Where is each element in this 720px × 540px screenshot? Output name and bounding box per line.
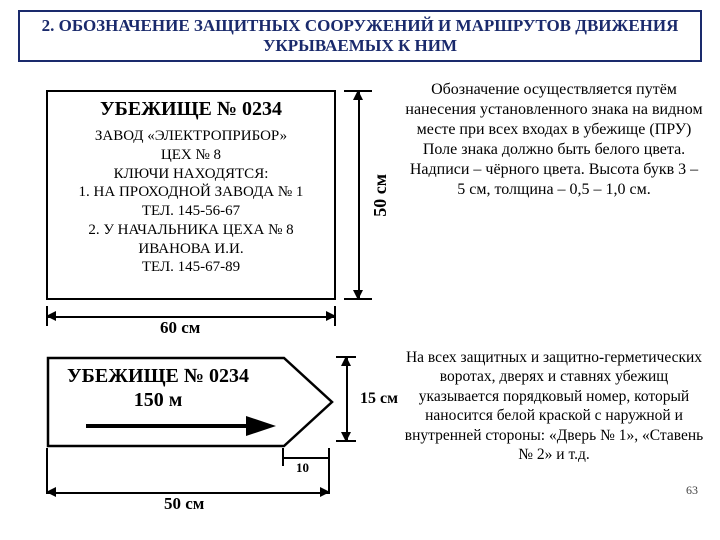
dimension-label: 50 см [370, 174, 391, 217]
sign1-line: ЗАВОД «ЭЛЕКТРОПРИБОР» [54, 127, 328, 146]
sign1-line: ИВАНОВА И.И. [54, 240, 328, 259]
direction-sign-line2: 150 м [58, 388, 258, 412]
section-title-line2: УКРЫВАЕМЫХ К НИМ [26, 36, 694, 56]
sign1-line: ТЕЛ. 145-67-89 [54, 258, 328, 277]
section-title-line1: 2. ОБОЗНАЧЕНИЕ ЗАЩИТНЫХ СООРУЖЕНИЙ И МАР… [26, 16, 694, 36]
direction-sign-group: УБЕЖИЩЕ № 0234 150 м 15 см 10 50 см [20, 350, 390, 520]
direction-sign-text: УБЕЖИЩЕ № 0234 150 м [58, 364, 258, 412]
shelter-sign: УБЕЖИЩЕ № 0234 ЗАВОД «ЭЛЕКТРОПРИБОР» ЦЕХ… [46, 90, 336, 300]
dimension-horizontal-10: 10 [282, 448, 330, 478]
section-title-box: 2. ОБОЗНАЧЕНИЕ ЗАЩИТНЫХ СООРУЖЕНИЙ И МАР… [18, 10, 702, 62]
shelter-sign-group: УБЕЖИЩЕ № 0234 ЗАВОД «ЭЛЕКТРОПРИБОР» ЦЕХ… [20, 80, 370, 340]
dimension-label: 50 см [160, 494, 208, 514]
sign1-line: КЛЮЧИ НАХОДЯТСЯ: [54, 165, 328, 184]
sign1-line: 2. У НАЧАЛЬНИКА ЦЕХА № 8 [54, 221, 328, 240]
shelter-sign-body: ЗАВОД «ЭЛЕКТРОПРИБОР» ЦЕХ № 8 КЛЮЧИ НАХО… [54, 127, 328, 277]
sign1-line: 1. НА ПРОХОДНОЙ ЗАВОДА № 1 [54, 183, 328, 202]
dimension-label: 15 см [360, 390, 398, 408]
dimension-horizontal-60cm: 60 см [46, 306, 336, 334]
sign1-line: ЦЕХ № 8 [54, 146, 328, 165]
description-text-1: Обозначение осуществляется путём нанесен… [404, 80, 704, 200]
dimension-vertical-15cm: 15 см [336, 356, 392, 442]
dimension-horizontal-50cm: 50 см [46, 482, 330, 510]
dimension-label: 60 см [156, 318, 204, 338]
page-number: 63 [686, 483, 698, 498]
direction-sign-line1: УБЕЖИЩЕ № 0234 [58, 364, 258, 388]
shelter-sign-heading: УБЕЖИЩЕ № 0234 [54, 98, 328, 121]
dimension-label: 10 [296, 460, 309, 476]
description-text-2: На всех защитных и защитно-герметических… [404, 348, 704, 464]
sign1-line: ТЕЛ. 145-56-67 [54, 202, 328, 221]
dimension-vertical-50cm: 50 см [344, 90, 404, 300]
